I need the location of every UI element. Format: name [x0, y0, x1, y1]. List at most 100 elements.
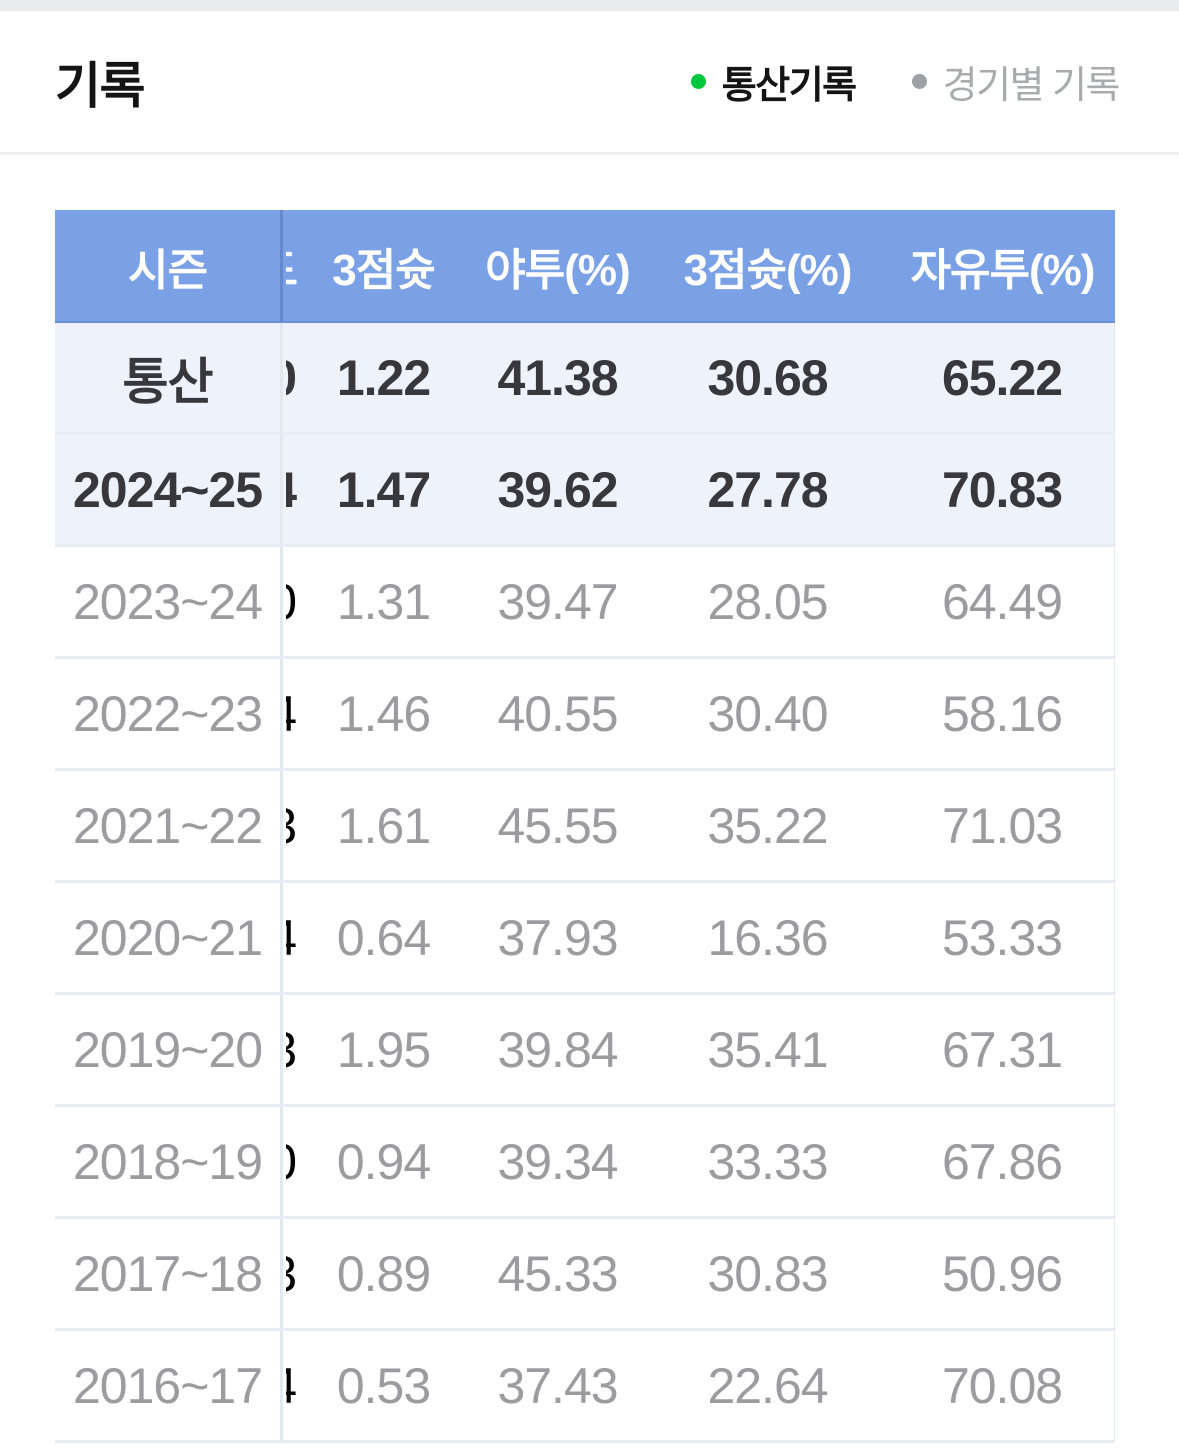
- active-radio-dot-icon: [690, 74, 706, 89]
- stat-ft-pct-cell: 67.31: [890, 995, 1115, 1107]
- stat-fg-pct-cell: 39.34: [470, 1107, 645, 1219]
- clipped-stat-cell: 0: [283, 1107, 297, 1219]
- clipped-stat-cell: 4: [283, 883, 297, 995]
- stat-3p-pct-cell: 35.41: [645, 995, 890, 1107]
- season-cell: 2019~20: [55, 995, 283, 1107]
- season-cell: 2020~21: [55, 883, 283, 995]
- table-row: 2022~23 4 1.46 40.55 30.40 58.16: [55, 659, 1115, 771]
- season-cell: 2024~25: [55, 435, 283, 547]
- clipped-stat-cell: 3: [283, 995, 297, 1107]
- stat-3pm-cell: 1.61: [297, 771, 470, 883]
- stat-3p-pct-cell: 16.36: [645, 883, 890, 995]
- column-header-ft-pct: 자유투(%): [890, 210, 1115, 323]
- clipped-stat-fragment: 4: [286, 461, 297, 519]
- page-title: 기록: [55, 57, 146, 114]
- stat-ft-pct-cell: 67.86: [890, 1107, 1115, 1219]
- stat-3pm-cell: 1.31: [297, 547, 470, 659]
- table-row: 2017~18 3 0.89 45.33 30.83 50.96: [55, 1219, 1115, 1331]
- column-header-clipped: 드: [283, 210, 297, 323]
- stat-3p-pct-cell: 30.40: [645, 659, 890, 771]
- stat-ft-pct-cell: 53.33: [890, 883, 1115, 995]
- stat-3pm-cell: 0.53: [297, 1331, 470, 1443]
- clipped-stat-cell: 0: [283, 547, 297, 659]
- clipped-stat-fragment: 3: [286, 1245, 297, 1303]
- stat-ft-pct-cell: 70.08: [890, 1331, 1115, 1443]
- records-table: 시즌 드 3점슛 야투(%) 3점슛(%) 자유투(%) 통산 0 1.22 4…: [55, 210, 1115, 1443]
- table-row: 통산 0 1.22 41.38 30.68 65.22: [55, 323, 1115, 435]
- column-header-season: 시즌: [55, 210, 283, 323]
- stat-3p-pct-cell: 28.05: [645, 547, 890, 659]
- stat-3p-pct-cell: 30.83: [645, 1219, 890, 1331]
- clipped-stat-cell: 3: [283, 771, 297, 883]
- season-cell: 2018~19: [55, 1107, 283, 1219]
- stat-ft-pct-cell: 50.96: [890, 1219, 1115, 1331]
- toggle-per-game-records[interactable]: 경기별 기록: [911, 54, 1121, 109]
- season-cell: 2021~22: [55, 771, 283, 883]
- toggle-career-records-label: 통산기록: [721, 65, 857, 107]
- stat-fg-pct-cell: 39.84: [470, 995, 645, 1107]
- record-type-toggle: 통산기록 경기별 기록: [690, 54, 1121, 109]
- stat-3p-pct-cell: 30.68: [645, 323, 890, 435]
- stat-3pm-cell: 0.89: [297, 1219, 470, 1331]
- clipped-stat-fragment: 4: [286, 685, 297, 743]
- stat-ft-pct-cell: 64.49: [890, 547, 1115, 659]
- stat-3p-pct-cell: 22.64: [645, 1331, 890, 1443]
- stat-fg-pct-cell: 40.55: [470, 659, 645, 771]
- records-header: 기록 통산기록 경기별 기록: [0, 11, 1179, 152]
- clipped-stat-fragment: 0: [286, 573, 297, 631]
- stat-fg-pct-cell: 45.33: [470, 1219, 645, 1331]
- stat-ft-pct-cell: 70.83: [890, 435, 1115, 547]
- clipped-stat-fragment: 4: [286, 1357, 297, 1415]
- stat-3p-pct-cell: 33.33: [645, 1107, 890, 1219]
- clipped-stat-fragment: 3: [286, 797, 297, 855]
- stat-ft-pct-cell: 58.16: [890, 659, 1115, 771]
- clipped-stat-fragment: 0: [286, 349, 297, 407]
- table-row: 2024~25 4 1.47 39.62 27.78 70.83: [55, 435, 1115, 547]
- table-row: 2020~21 4 0.64 37.93 16.36 53.33: [55, 883, 1115, 995]
- stat-3p-pct-cell: 35.22: [645, 771, 890, 883]
- table-row: 2018~19 0 0.94 39.34 33.33 67.86: [55, 1107, 1115, 1219]
- season-cell: 통산: [55, 323, 283, 435]
- table-row: 2023~24 0 1.31 39.47 28.05 64.49: [55, 547, 1115, 659]
- stat-fg-pct-cell: 39.62: [470, 435, 645, 547]
- table-row: 2021~22 3 1.61 45.55 35.22 71.03: [55, 771, 1115, 883]
- clipped-stat-cell: 4: [283, 659, 297, 771]
- table-row: 2019~20 3 1.95 39.84 35.41 67.31: [55, 995, 1115, 1107]
- season-cell: 2023~24: [55, 547, 283, 659]
- stat-3pm-cell: 0.94: [297, 1107, 470, 1219]
- season-cell: 2022~23: [55, 659, 283, 771]
- column-header-fg-pct: 야투(%): [470, 210, 645, 323]
- stat-fg-pct-cell: 39.47: [470, 547, 645, 659]
- stat-fg-pct-cell: 41.38: [470, 323, 645, 435]
- clipped-stat-fragment: 0: [286, 1133, 297, 1191]
- clipped-stat-fragment: 3: [286, 1021, 297, 1079]
- table-row: 2016~17 4 0.53 37.43 22.64 70.08: [55, 1331, 1115, 1443]
- stat-3p-pct-cell: 27.78: [645, 435, 890, 547]
- stat-fg-pct-cell: 37.93: [470, 883, 645, 995]
- clipped-stat-cell: 0: [283, 323, 297, 435]
- clipped-stat-cell: 4: [283, 1331, 297, 1443]
- stat-ft-pct-cell: 65.22: [890, 323, 1115, 435]
- section-divider: [0, 152, 1179, 155]
- records-table-scroll-container[interactable]: 시즌 드 3점슛 야투(%) 3점슛(%) 자유투(%) 통산 0 1.22 4…: [55, 210, 1116, 1443]
- stat-3pm-cell: 0.64: [297, 883, 470, 995]
- stat-ft-pct-cell: 71.03: [890, 771, 1115, 883]
- clipped-stat-cell: 3: [283, 1219, 297, 1331]
- stat-3pm-cell: 1.22: [297, 323, 470, 435]
- season-cell: 2016~17: [55, 1331, 283, 1443]
- inactive-radio-dot-icon: [911, 74, 927, 89]
- stat-fg-pct-cell: 45.55: [470, 771, 645, 883]
- stat-3pm-cell: 1.95: [297, 995, 470, 1107]
- clipped-header-fragment: 드: [286, 234, 297, 298]
- stat-fg-pct-cell: 37.43: [470, 1331, 645, 1443]
- column-header-3pm: 3점슛: [297, 210, 470, 323]
- season-cell: 2017~18: [55, 1219, 283, 1331]
- table-header-row: 시즌 드 3점슛 야투(%) 3점슛(%) 자유투(%): [55, 210, 1115, 323]
- stat-3pm-cell: 1.47: [297, 435, 470, 547]
- clipped-stat-fragment: 4: [286, 909, 297, 967]
- toggle-career-records[interactable]: 통산기록: [690, 54, 857, 109]
- toggle-per-game-records-label: 경기별 기록: [942, 65, 1121, 107]
- stat-3pm-cell: 1.46: [297, 659, 470, 771]
- top-strip: [0, 0, 1179, 11]
- clipped-stat-cell: 4: [283, 435, 297, 547]
